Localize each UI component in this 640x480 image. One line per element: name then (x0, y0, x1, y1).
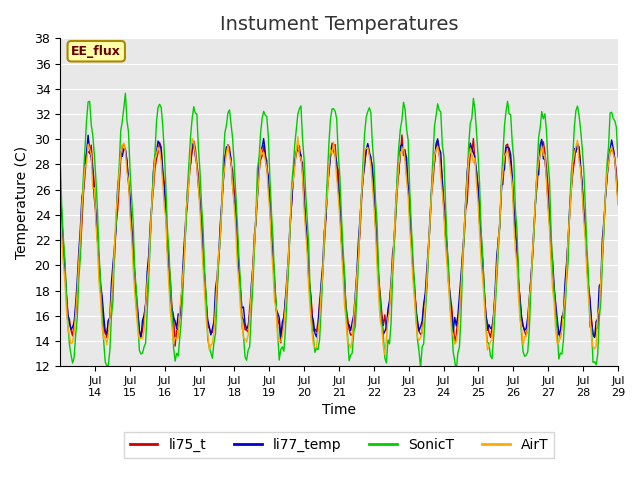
AirT (223, 150, 230, 156)
li77_temp (586, 295, 594, 300)
SonicT (126, 168, 134, 173)
li77_temp (244, 323, 252, 328)
li75_t (243, 327, 250, 333)
li75_t (172, 343, 179, 349)
SonicT (252, 214, 260, 219)
li77_temp (126, 194, 134, 200)
li77_temp (614, 195, 621, 201)
SonicT (614, 154, 621, 160)
SonicT (586, 324, 594, 330)
SonicT (224, 110, 232, 116)
li77_temp (303, 239, 311, 245)
AirT (294, 134, 301, 140)
SonicT (452, 368, 460, 374)
li75_t (398, 132, 406, 138)
SonicT (122, 90, 129, 96)
li77_temp (84, 132, 92, 138)
Legend: li75_t, li77_temp, SonicT, AirT: li75_t, li77_temp, SonicT, AirT (124, 432, 554, 457)
AirT (586, 312, 594, 318)
X-axis label: Time: Time (322, 403, 356, 417)
li77_temp (226, 148, 234, 154)
SonicT (56, 157, 64, 163)
li77_temp (56, 192, 64, 198)
AirT (56, 206, 64, 212)
li75_t (224, 142, 232, 148)
Line: li77_temp: li77_temp (60, 135, 618, 337)
li75_t (302, 221, 310, 227)
AirT (381, 351, 388, 357)
li75_t (252, 221, 260, 227)
AirT (125, 177, 132, 183)
Line: li75_t: li75_t (60, 135, 618, 346)
Title: Instument Temperatures: Instument Temperatures (220, 15, 458, 34)
AirT (241, 336, 249, 341)
AirT (250, 239, 258, 245)
Line: SonicT: SonicT (60, 93, 618, 371)
SonicT (243, 358, 250, 363)
AirT (302, 228, 310, 233)
Line: AirT: AirT (60, 137, 618, 354)
AirT (614, 202, 621, 207)
SonicT (302, 189, 310, 195)
li77_temp (253, 192, 261, 198)
li77_temp (137, 335, 145, 340)
li75_t (614, 196, 621, 202)
Text: EE_flux: EE_flux (71, 45, 121, 58)
li75_t (125, 180, 132, 186)
Y-axis label: Temperature (C): Temperature (C) (15, 146, 29, 259)
li75_t (56, 189, 64, 195)
li75_t (586, 300, 594, 306)
